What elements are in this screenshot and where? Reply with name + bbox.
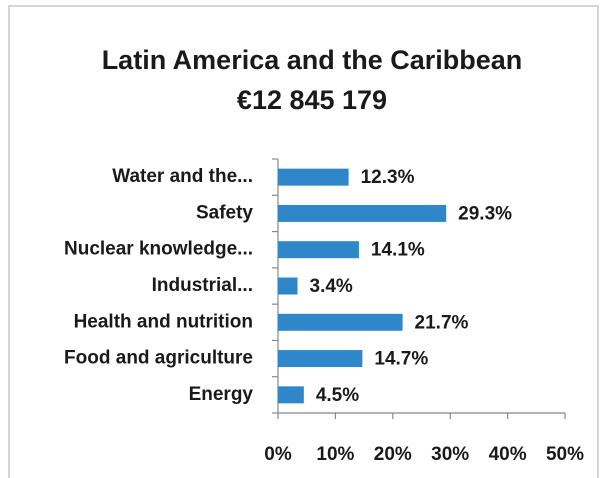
bar — [278, 313, 403, 331]
value-label: 3.4% — [310, 276, 353, 297]
category-label: Health and nutrition — [74, 311, 253, 332]
bar — [278, 386, 304, 404]
category-label: Nuclear knowledge... — [64, 239, 253, 260]
x-tick-label: 50% — [546, 444, 584, 465]
x-tick-label: 0% — [264, 444, 292, 465]
bar — [278, 277, 298, 295]
bar — [278, 350, 363, 368]
bar — [278, 204, 447, 222]
category-label: Energy — [189, 384, 254, 405]
value-label: 14.1% — [371, 240, 425, 261]
bar — [278, 241, 359, 259]
chart-border — [8, 5, 599, 478]
x-tick-label: 40% — [489, 444, 527, 465]
chart-subtitle: €12 845 179 — [237, 85, 387, 115]
value-label: 14.7% — [374, 349, 428, 370]
value-label: 29.3% — [458, 203, 512, 224]
x-tick-label: 20% — [374, 444, 412, 465]
value-label: 21.7% — [415, 312, 469, 333]
x-tick-label: 10% — [316, 444, 354, 465]
chart-title: Latin America and the Caribbean — [102, 45, 523, 75]
category-label: Industrial... — [152, 275, 253, 296]
category-label: Food and agriculture — [64, 348, 253, 369]
x-tick-label: 30% — [431, 444, 469, 465]
value-label: 12.3% — [361, 167, 415, 188]
category-label: Water and the... — [112, 166, 253, 187]
category-label: Safety — [196, 202, 253, 223]
value-label: 4.5% — [316, 385, 359, 406]
bar — [278, 168, 349, 186]
